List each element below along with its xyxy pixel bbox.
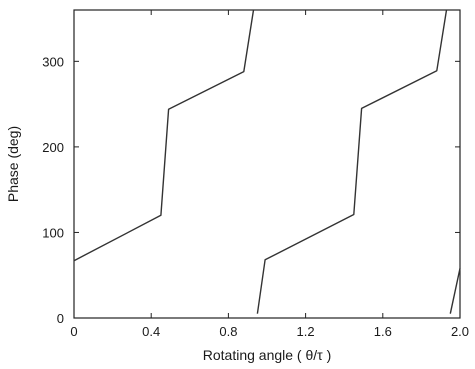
y-axis-ticks: 0 100 200 300 [42,54,460,326]
x-tick-label: 1.6 [374,324,392,339]
x-axis-title: Rotating angle ( θ/τ ) [203,347,332,363]
series-group [73,9,461,314]
phase-line-segment [449,268,461,314]
x-tick-label: 0.4 [142,324,160,339]
phase-line-segment [256,9,448,314]
x-axis-ticks: 0 0.4 0.8 1.2 1.6 2.0 [70,10,469,339]
y-tick-label: 300 [42,54,64,69]
plot-frame [73,9,461,319]
x-tick-label: 1.2 [297,324,315,339]
y-tick-label: 100 [42,225,64,240]
y-tick-label: 200 [42,140,64,155]
plot-area: 0 0.4 0.8 1.2 1.6 2.0 0 100 200 300 [42,9,469,339]
x-tick-label: 0 [70,324,77,339]
y-axis-title: Phase (deg) [5,126,21,202]
x-tick-label: 2.0 [451,324,469,339]
phase-line-segment [73,9,255,262]
y-tick-label: 0 [57,311,64,326]
x-tick-label: 0.8 [219,324,237,339]
